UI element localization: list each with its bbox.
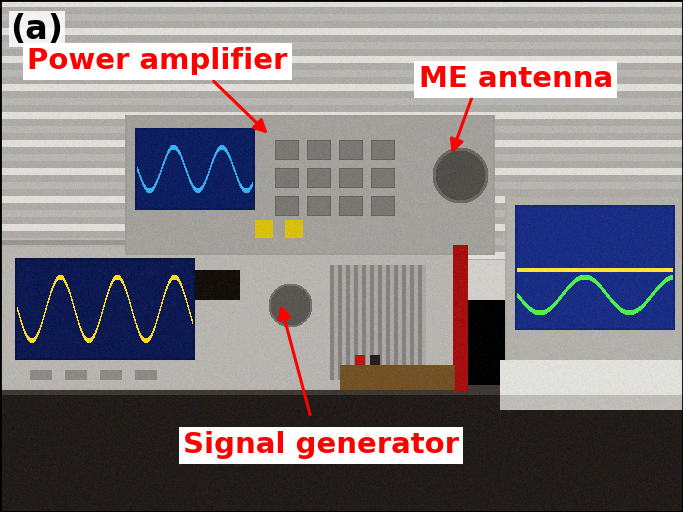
Text: ME antenna: ME antenna	[419, 66, 613, 93]
Text: Power amplifier: Power amplifier	[27, 48, 288, 75]
Text: (a): (a)	[10, 13, 64, 46]
Text: Signal generator: Signal generator	[183, 432, 459, 459]
